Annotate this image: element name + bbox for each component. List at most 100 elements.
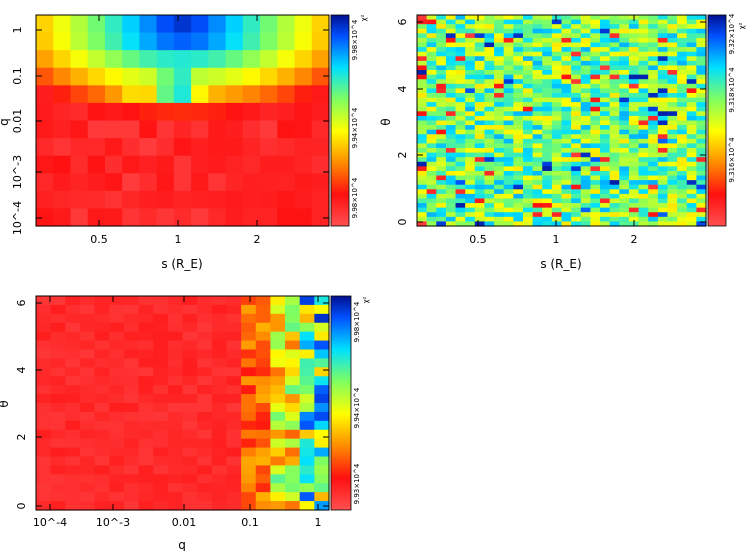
heatmap-cell: [551, 170, 563, 177]
heatmap-cell: [455, 189, 466, 195]
heatmap-cell: [285, 385, 301, 395]
heatmap-cell: [242, 208, 261, 227]
heatmap-cell: [436, 88, 447, 94]
heatmap-cell: [542, 221, 553, 227]
heatmap-cell: [79, 465, 96, 475]
heatmap-cell: [173, 190, 192, 210]
heatmap-cell: [609, 198, 620, 204]
heatmap-cell: [503, 120, 514, 126]
heatmap-cell: [465, 111, 476, 117]
heatmap-cell: [638, 184, 649, 190]
heatmap-cell: [426, 83, 437, 89]
axis-ticks: [36, 296, 329, 510]
heatmap-cell: [503, 221, 514, 227]
heatmap-cell: [465, 74, 476, 80]
heatmap-cell: [686, 102, 697, 108]
heatmap-cell: [648, 212, 659, 218]
heatmap-cell: [609, 166, 620, 172]
heatmap-cell: [677, 143, 688, 149]
heatmap-cell: [628, 65, 640, 71]
heatmap-cell: [426, 111, 437, 117]
heatmap-cell: [436, 152, 447, 158]
heatmap-cell: [79, 296, 96, 306]
heatmap-cell: [686, 207, 697, 213]
y-tick-labels: 0 2 4 6: [396, 19, 409, 226]
heatmap-cell: [513, 184, 524, 190]
heatmap-cell: [167, 474, 184, 484]
heatmap-cell: [445, 184, 457, 190]
heatmap-cell: [696, 198, 707, 204]
heatmap-cell: [241, 358, 257, 368]
heatmap-cell: [173, 67, 192, 86]
heatmap-cell: [561, 180, 572, 186]
heatmap-cell: [474, 198, 486, 204]
heatmap-cell: [580, 175, 591, 181]
heatmap-cell: [619, 134, 630, 140]
panel-s-vs-q: 0.5 1 2 10^-4 10^-3 0.01 0.1 1 s (R_E) q…: [0, 14, 368, 271]
heatmap-cell: [513, 70, 524, 76]
heatmap-cell: [417, 125, 428, 131]
heatmap-cell: [299, 411, 315, 422]
heatmap-cell: [314, 367, 330, 377]
heatmap-cell: [484, 28, 495, 34]
heatmap-cell: [417, 198, 428, 204]
heatmap-cell: [94, 420, 110, 431]
heatmap-cell: [94, 403, 110, 413]
heatmap-cell: [667, 161, 678, 167]
heatmap-cell: [455, 134, 466, 140]
heatmap-cell: [260, 120, 278, 139]
heatmap-cell: [503, 24, 514, 30]
axis-ticks: [417, 15, 706, 226]
heatmap-cell: [648, 180, 659, 186]
heatmap-cell: [648, 28, 659, 34]
heatmap-cell: [226, 456, 242, 467]
heatmap-cell: [241, 331, 257, 342]
heatmap-cell: [138, 340, 154, 351]
heatmap-cell: [436, 216, 447, 223]
heatmap-cell: [426, 51, 437, 57]
heatmap-cell: [522, 129, 534, 135]
heatmap-cell: [638, 115, 649, 122]
heatmap-cell: [484, 134, 495, 140]
heatmap-cell: [285, 340, 301, 351]
heatmap-cell: [638, 106, 649, 112]
heatmap-cell: [590, 28, 601, 34]
heatmap-cell: [542, 47, 553, 53]
heatmap-cell: [65, 394, 81, 404]
heatmap-cell: [104, 32, 123, 51]
heatmap-cell: [580, 152, 591, 158]
heatmap-cell: [242, 120, 261, 139]
heatmap-cell: [104, 173, 123, 192]
y-tick-label: 2: [396, 152, 409, 159]
heatmap-cell: [513, 51, 524, 57]
heatmap-cell: [571, 138, 582, 145]
heatmap-cell: [211, 492, 228, 502]
heatmap-cell: [50, 376, 66, 386]
heatmap-cell: [551, 102, 563, 108]
heatmap-cell: [580, 24, 591, 30]
heatmap-cell: [600, 161, 611, 167]
heatmap-cell: [532, 184, 543, 190]
heatmap-cell: [503, 152, 514, 158]
heatmap-cell: [609, 19, 620, 25]
heatmap-cell: [50, 420, 66, 431]
heatmap-cell: [657, 47, 669, 53]
heatmap-cell: [503, 175, 514, 181]
heatmap-cell: [503, 125, 514, 131]
heatmap-cell: [542, 88, 553, 94]
heatmap-cell: [138, 420, 154, 431]
heatmap-cell: [657, 207, 669, 213]
heatmap-cell: [241, 376, 257, 386]
heatmap-cell: [484, 193, 495, 200]
heatmap-cell: [696, 207, 707, 213]
heatmap-cell: [65, 304, 81, 315]
heatmap-cell: [314, 331, 330, 342]
heatmap-cell: [65, 492, 81, 502]
heatmap-cell: [426, 19, 437, 25]
heatmap-cell: [104, 208, 123, 227]
heatmap-cell: [311, 190, 330, 210]
heatmap-cell: [551, 198, 563, 204]
heatmap-cell: [580, 74, 591, 80]
heatmap-cell: [436, 170, 447, 177]
heatmap-cell: [600, 198, 611, 204]
